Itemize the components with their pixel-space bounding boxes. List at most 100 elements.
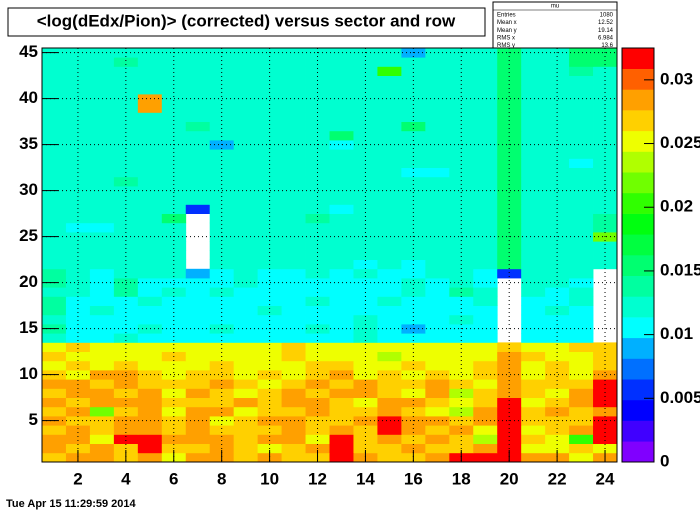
- cell: [521, 149, 546, 159]
- cell: [113, 57, 139, 67]
- cell: [65, 241, 91, 251]
- cell: [42, 296, 67, 306]
- cell: [569, 75, 594, 86]
- cell: [473, 158, 498, 168]
- cell: [305, 149, 330, 159]
- cell: [209, 250, 235, 260]
- cell: [449, 158, 474, 168]
- cell: [113, 388, 139, 398]
- cell: [257, 57, 282, 67]
- footer-date: Tue Apr 15 11:29:59 2014: [6, 498, 137, 510]
- cell: [569, 314, 594, 325]
- stats-label: Mean y: [497, 28, 517, 34]
- cell: [449, 342, 474, 352]
- cell: [569, 324, 594, 334]
- cell: [305, 84, 330, 95]
- palette-band: [622, 337, 654, 359]
- cell: [329, 121, 354, 132]
- cell: [305, 222, 330, 233]
- cell: [497, 57, 522, 67]
- cell: [473, 103, 498, 113]
- cell: [42, 333, 67, 343]
- cell: [161, 149, 187, 159]
- cell: [569, 425, 594, 435]
- cell: [569, 406, 594, 417]
- cell: [521, 443, 546, 454]
- cell: [521, 324, 546, 334]
- palette-band: [622, 420, 654, 442]
- cell: [305, 342, 330, 352]
- cell: [545, 84, 570, 95]
- cell: [521, 130, 546, 141]
- cell: [209, 176, 235, 187]
- cell: [209, 314, 235, 325]
- cell: [473, 186, 498, 196]
- z-tick-label: 0.005: [660, 388, 700, 407]
- x-tick-label: 2: [73, 469, 82, 488]
- cell: [89, 75, 115, 86]
- cell: [545, 434, 570, 444]
- cell: [233, 121, 259, 132]
- cell: [209, 425, 235, 435]
- cell: [593, 94, 618, 104]
- cell: [281, 186, 306, 196]
- stats-value: 6.984: [598, 35, 614, 41]
- cell: [89, 84, 115, 95]
- stats-value: 1080: [600, 13, 614, 19]
- cell: [401, 84, 426, 95]
- cell: [449, 222, 474, 233]
- cell: [185, 121, 211, 132]
- cell: [521, 75, 546, 86]
- cell: [233, 416, 259, 426]
- cell: [497, 222, 522, 233]
- cell: [113, 213, 139, 224]
- cell: [569, 167, 594, 178]
- cell: [545, 112, 570, 122]
- cell: [161, 222, 187, 233]
- cell: [449, 149, 474, 159]
- cell: [137, 121, 163, 132]
- cell: [305, 278, 330, 288]
- cell: [593, 342, 618, 352]
- cell: [42, 222, 67, 233]
- cell: [185, 379, 211, 389]
- cell: [353, 57, 378, 67]
- cell: [305, 360, 330, 371]
- cell: [497, 388, 522, 398]
- cell: [377, 195, 402, 205]
- cell: [521, 158, 546, 168]
- cell: [185, 324, 211, 334]
- cell: [209, 434, 235, 444]
- cell: [209, 186, 235, 196]
- cell: [161, 425, 187, 435]
- cell: [521, 268, 546, 279]
- cell: [449, 213, 474, 224]
- cell: [42, 351, 67, 362]
- cell: [257, 278, 282, 288]
- cell: [305, 434, 330, 444]
- cell: [545, 268, 570, 279]
- cell: [281, 195, 306, 205]
- cell: [281, 130, 306, 141]
- cell: [233, 360, 259, 371]
- cell: [185, 195, 211, 205]
- cell: [401, 112, 426, 122]
- cell: [521, 259, 546, 270]
- cell: [209, 278, 235, 288]
- cell: [137, 158, 163, 168]
- cell: [353, 213, 378, 224]
- cell: [353, 241, 378, 251]
- cell: [257, 333, 282, 343]
- cell: [42, 57, 67, 67]
- cell: [473, 213, 498, 224]
- cell: [473, 222, 498, 233]
- cell: [42, 425, 67, 435]
- cell: [42, 158, 67, 168]
- cell: [425, 379, 450, 389]
- cell: [185, 75, 211, 86]
- cell: [329, 443, 354, 454]
- cell: [425, 241, 450, 251]
- cell: [497, 406, 522, 417]
- cell: [137, 360, 163, 371]
- cell: [281, 213, 306, 224]
